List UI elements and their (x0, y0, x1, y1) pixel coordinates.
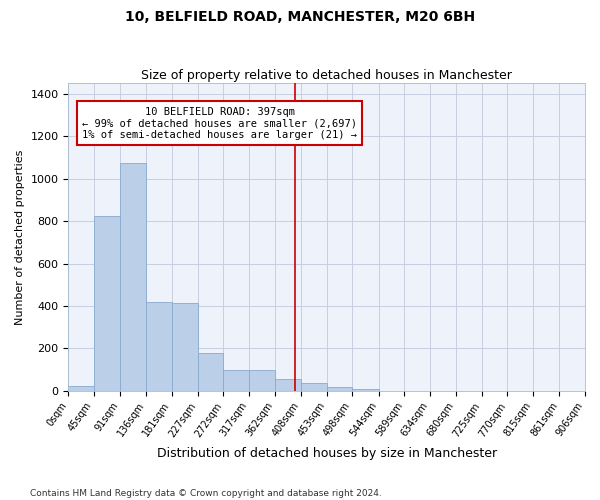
Text: Contains HM Land Registry data © Crown copyright and database right 2024.: Contains HM Land Registry data © Crown c… (30, 488, 382, 498)
Bar (327, 386, 352, 391)
X-axis label: Distribution of detached houses by size in Manchester: Distribution of detached houses by size … (157, 447, 497, 460)
Bar (249, 370, 275, 391)
Bar (94, 216, 120, 391)
Text: 10, BELFIELD ROAD, MANCHESTER, M20 6BH: 10, BELFIELD ROAD, MANCHESTER, M20 6BH (125, 10, 475, 24)
Bar (120, 162, 146, 391)
Bar (301, 384, 327, 391)
Bar (172, 303, 198, 391)
Bar (68, 386, 94, 391)
Bar (198, 352, 223, 391)
Bar (146, 302, 172, 391)
Text: 10 BELFIELD ROAD: 397sqm
← 99% of detached houses are smaller (2,697)
1% of semi: 10 BELFIELD ROAD: 397sqm ← 99% of detach… (82, 106, 357, 140)
Bar (352, 388, 379, 391)
Bar (223, 370, 249, 391)
Bar (275, 379, 301, 391)
Y-axis label: Number of detached properties: Number of detached properties (15, 150, 25, 324)
Title: Size of property relative to detached houses in Manchester: Size of property relative to detached ho… (141, 69, 512, 82)
